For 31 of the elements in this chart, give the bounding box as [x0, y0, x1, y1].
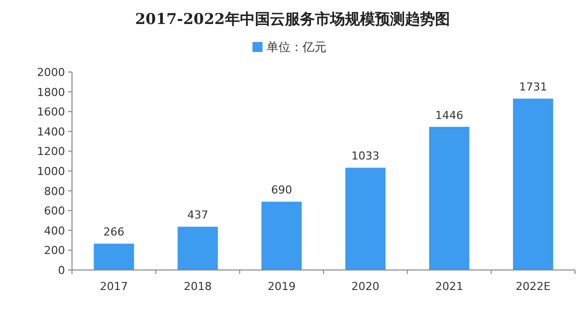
y-tick-label: 0 — [58, 264, 65, 277]
data-label: 1446 — [435, 108, 464, 122]
x-tick-label: 2019 — [268, 280, 296, 293]
bar — [261, 202, 302, 270]
bar — [345, 168, 386, 270]
y-tick-label: 1400 — [37, 125, 65, 138]
data-label: 266 — [103, 226, 124, 239]
x-tick-label: 2018 — [184, 280, 212, 293]
y-tick-label: 1800 — [37, 86, 65, 99]
y-tick-label: 400 — [44, 224, 65, 238]
y-tick-label: 2000 — [37, 66, 65, 79]
y-tick-label: 200 — [44, 244, 65, 258]
y-tick-label: 1000 — [37, 165, 65, 178]
y-tick-label: 800 — [44, 184, 65, 198]
data-label: 1033 — [351, 150, 380, 163]
bar — [429, 126, 470, 270]
bar — [178, 226, 218, 270]
y-tick-label: 1600 — [37, 106, 65, 119]
y-tick-label: 1200 — [37, 145, 65, 158]
x-tick-label: 2022E — [516, 280, 551, 293]
bar — [94, 244, 134, 270]
x-tick-label: 2017 — [100, 280, 128, 293]
data-label: 690 — [271, 184, 292, 197]
legend-label: 单位：亿元 — [266, 40, 326, 54]
y-tick-label: 600 — [44, 204, 65, 218]
x-tick-label: 2021 — [435, 280, 464, 293]
data-label: 1731 — [519, 80, 548, 94]
x-tick-label: 2020 — [351, 280, 380, 293]
data-label: 437 — [187, 208, 208, 222]
bar — [512, 98, 554, 270]
chart-title: 2017-2022年中国云服务市场规模预测趋势图 — [135, 10, 450, 28]
